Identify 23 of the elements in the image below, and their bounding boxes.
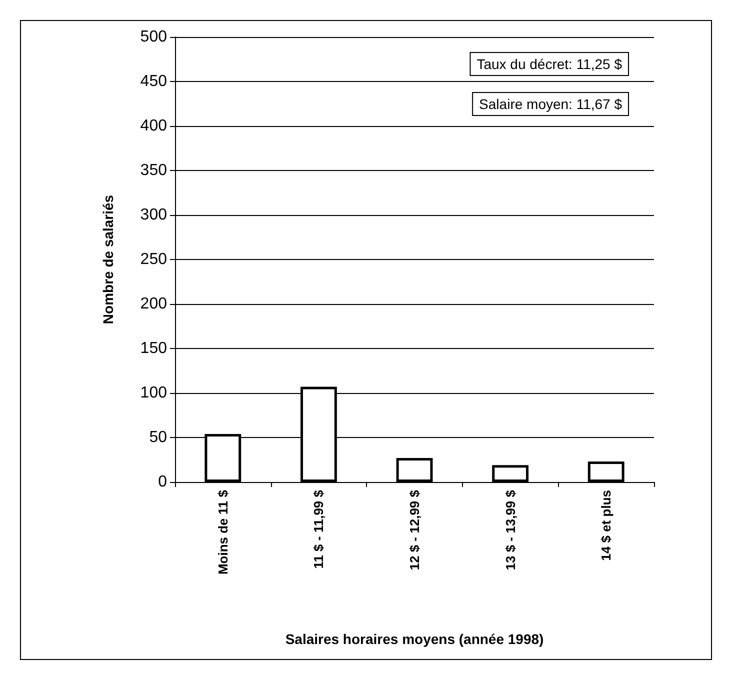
y-tick-label: 200 [140,296,168,312]
annotation: Taux du décret: 11,25 $ [476,56,622,72]
x-tick-label: Moins de 11 $ [215,489,230,575]
x-tick-label: 14 $ et plus [598,490,614,561]
y-tick-label: 350 [140,162,168,179]
y-tick-label: 0 [158,474,168,490]
y-tick-label: 450 [140,73,168,90]
bar [492,465,528,482]
x-axis-title: Salaires horaires moyens (année 1998) [285,631,544,647]
y-tick-label: 400 [140,118,168,134]
bar [588,462,624,482]
y-tick-label: 250 [140,251,168,268]
y-tick-label: 100 [140,384,168,402]
x-tick-label: 11 $ - 11,99 $ [311,489,326,569]
bar [396,458,433,482]
y-axis-title: Nombre de salariés [100,194,116,324]
y-tick-label: 300 [140,206,168,224]
x-tick-label: 13 $ - 13,99 $ [502,489,518,570]
x-tick-label: 12 $ - 12,99 $ [407,489,422,570]
annotation: Salaire moyen: 11,67 $ [479,96,622,112]
y-tick-label: 500 [140,28,168,46]
y-tick-label: 150 [140,340,168,357]
y-tick-label: 50 [149,429,168,446]
